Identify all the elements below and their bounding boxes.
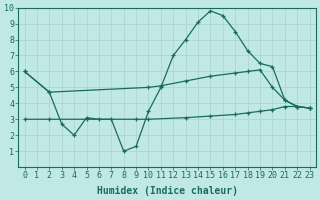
X-axis label: Humidex (Indice chaleur): Humidex (Indice chaleur)	[97, 186, 237, 196]
